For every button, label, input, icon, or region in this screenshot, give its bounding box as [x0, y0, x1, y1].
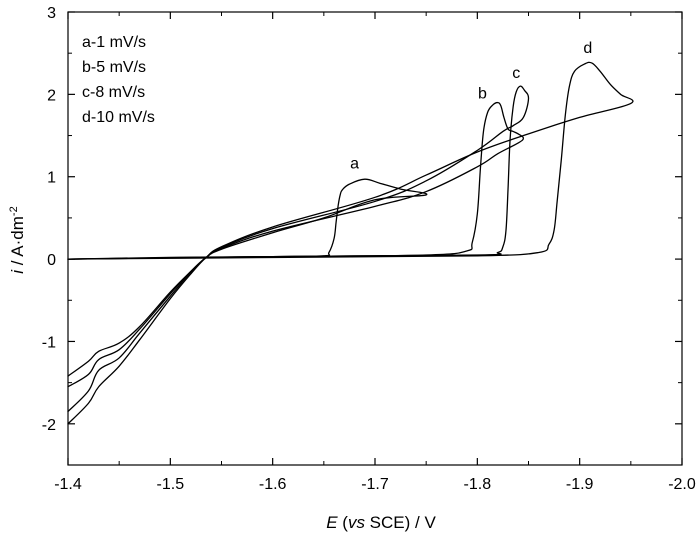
legend-entry: c-8 mV/s [82, 84, 145, 101]
y-tick-label: 0 [47, 252, 56, 269]
series-line-c [67, 85, 530, 413]
axis-title-part: SCE) / V [365, 513, 437, 532]
plot-frame [67, 11, 683, 466]
y-axis-title: i / A·dm-2 [8, 206, 27, 273]
curve-labels: a b c d [350, 40, 592, 172]
series-layer [67, 61, 634, 425]
y-tick-label: -2 [42, 417, 56, 434]
curve-label-a: a [350, 155, 359, 172]
y-tick-label: 3 [47, 5, 56, 22]
x-axis-title: E (vs SCE) / V [326, 513, 436, 532]
x-tick-label: -1.6 [259, 476, 287, 493]
legend-entry: a-1 mV/s [82, 34, 146, 51]
curve-label-b: b [478, 85, 487, 102]
axis-title-part: / A·dm [8, 216, 27, 270]
legend-entry: d-10 mV/s [82, 109, 155, 126]
series-line-d [67, 61, 634, 425]
x-tick-label: -1.5 [157, 476, 185, 493]
curve-label-c: c [512, 65, 520, 82]
series-line-a [67, 178, 428, 377]
x-axis-ticks: -1.4 -1.5 -1.6 -1.7 -1.8 -1.9 -2.0 [54, 12, 696, 493]
x-tick-label: -1.8 [464, 476, 492, 493]
series-line-b [67, 101, 525, 388]
y-tick-label: 2 [47, 87, 56, 104]
x-tick-label: -2.0 [668, 476, 696, 493]
axis-title-part: ( [338, 513, 349, 532]
x-tick-label: -1.4 [54, 476, 82, 493]
y-tick-label: 1 [47, 170, 56, 187]
y-axis-ticks: -2 -1 0 1 2 3 [42, 5, 682, 466]
legend: a-1 mV/s b-5 mV/s c-8 mV/s d-10 mV/s [82, 34, 155, 126]
x-tick-label: -1.9 [566, 476, 594, 493]
axis-title-part: -2 [8, 206, 20, 216]
y-tick-label: -1 [42, 334, 56, 351]
curve-label-d: d [583, 40, 592, 57]
axis-title-part: E [326, 513, 338, 532]
axis-title-part: i [8, 269, 27, 274]
x-tick-label: -1.7 [361, 476, 389, 493]
axis-title-part: vs [348, 513, 366, 532]
legend-entry: b-5 mV/s [82, 59, 146, 76]
